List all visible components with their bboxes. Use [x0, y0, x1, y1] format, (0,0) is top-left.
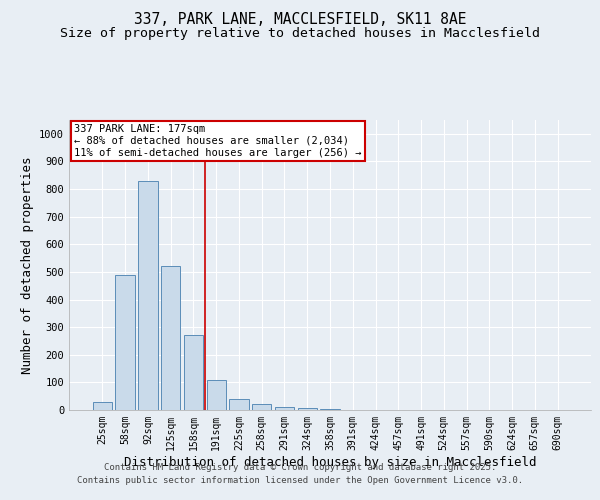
Bar	[298, 408, 317, 410]
Text: Contains HM Land Registry data © Crown copyright and database right 2025.: Contains HM Land Registry data © Crown c…	[104, 464, 496, 472]
Bar	[320, 408, 340, 410]
Bar	[93, 402, 112, 410]
Bar	[275, 407, 294, 410]
Bar	[161, 266, 181, 410]
Text: Size of property relative to detached houses in Macclesfield: Size of property relative to detached ho…	[60, 28, 540, 40]
Text: Contains public sector information licensed under the Open Government Licence v3: Contains public sector information licen…	[77, 476, 523, 485]
Text: 337 PARK LANE: 177sqm
← 88% of detached houses are smaller (2,034)
11% of semi-d: 337 PARK LANE: 177sqm ← 88% of detached …	[74, 124, 362, 158]
Bar	[138, 181, 158, 410]
Bar	[229, 399, 248, 410]
Text: 337, PARK LANE, MACCLESFIELD, SK11 8AE: 337, PARK LANE, MACCLESFIELD, SK11 8AE	[134, 12, 466, 28]
Bar	[206, 380, 226, 410]
Y-axis label: Number of detached properties: Number of detached properties	[20, 156, 34, 374]
Bar	[252, 404, 271, 410]
Bar	[115, 274, 135, 410]
Bar	[184, 336, 203, 410]
X-axis label: Distribution of detached houses by size in Macclesfield: Distribution of detached houses by size …	[124, 456, 536, 468]
